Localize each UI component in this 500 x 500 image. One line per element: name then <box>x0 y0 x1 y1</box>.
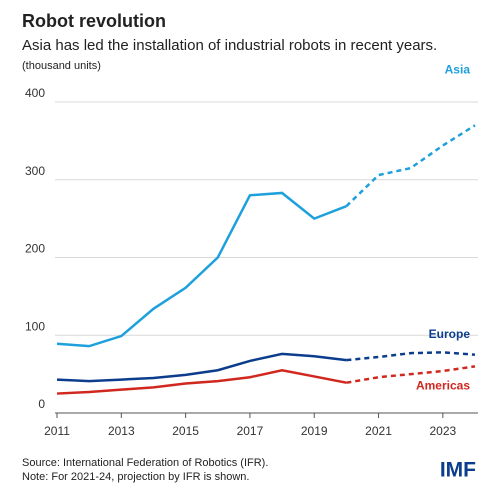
source: Source: International Federation of Robo… <box>22 457 268 469</box>
legend-label: Americas <box>416 379 470 393</box>
y-tick-label: 0 <box>38 397 45 411</box>
unit-label: (thousand units) <box>22 60 101 72</box>
note: Note: For 2021-24, projection by IFR is … <box>22 471 249 483</box>
chart-title: Robot revolution <box>22 11 166 31</box>
line-projection <box>345 124 476 208</box>
x-tick-label: 2019 <box>301 424 328 438</box>
y-tick-label: 100 <box>25 319 45 333</box>
x-tick-label: 2017 <box>237 424 264 438</box>
y-tick-label: 400 <box>25 86 45 100</box>
chart-subtitle: Asia has led the installation of industr… <box>22 37 437 54</box>
legend-label: Europe <box>429 327 471 341</box>
line <box>56 191 347 348</box>
legend-label: Asia <box>445 62 471 76</box>
y-tick-label: 300 <box>25 164 45 178</box>
line <box>56 368 347 395</box>
logo: IMF <box>440 459 476 482</box>
x-tick-label: 2013 <box>108 424 135 438</box>
line-projection <box>346 365 476 384</box>
line-projection <box>346 351 476 362</box>
x-tick-label: 2021 <box>365 424 392 438</box>
y-tick-label: 200 <box>25 242 45 256</box>
x-tick-label: 2015 <box>172 424 199 438</box>
x-tick-label: 2011 <box>44 424 70 438</box>
x-tick-label: 2023 <box>429 424 456 438</box>
line <box>56 352 347 383</box>
